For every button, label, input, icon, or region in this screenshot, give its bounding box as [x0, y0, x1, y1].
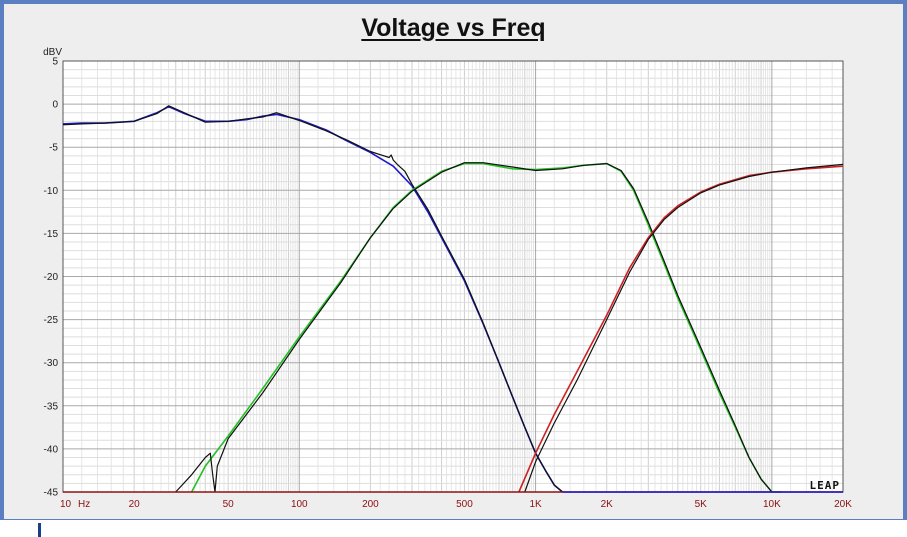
chart-title: Voltage vs Freq [0, 14, 907, 43]
y-tick-label: -45 [44, 488, 59, 499]
x-axis-ticks: 10 20 50 100 200 500 1K 2K 5K 10K 20K [60, 499, 852, 510]
series-line-1 [63, 105, 563, 493]
x-axis-unit: Hz [78, 499, 90, 510]
y-tick-label: 0 [52, 100, 58, 111]
y-tick-label: -15 [44, 229, 59, 240]
x-tick-label: 5K [695, 499, 708, 510]
y-tick-label: -30 [44, 358, 59, 369]
x-tick-label: 20 [129, 499, 141, 510]
y-tick-label: -25 [44, 315, 59, 326]
y-tick-label: 5 [52, 57, 58, 68]
grid-major [63, 60, 843, 493]
y-axis-ticks: 5 0 -5 -10 -15 -20 -25 -30 -35 -40 -45 [44, 57, 59, 499]
series-layer [63, 105, 843, 493]
series-line-3 [175, 162, 773, 493]
y-tick-label: -5 [49, 143, 58, 154]
y-axis-label: dBV [43, 47, 62, 58]
x-tick-label: 500 [456, 499, 473, 510]
y-tick-label: -10 [44, 186, 59, 197]
x-tick-label: 100 [291, 499, 308, 510]
x-tick-label: 20K [834, 499, 852, 510]
y-tick-label: -40 [44, 444, 59, 455]
chart-title-text: Voltage vs Freq [361, 14, 546, 42]
series-line-2 [190, 162, 782, 493]
leap-logo: LEAP [810, 479, 841, 492]
y-tick-label: -35 [44, 401, 59, 412]
x-tick-label: 1K [529, 499, 542, 510]
x-tick-label: 10K [763, 499, 781, 510]
x-tick-label: 200 [362, 499, 379, 510]
frame-notch [38, 523, 41, 537]
frame-bottom-band [0, 520, 907, 537]
x-tick-label: 50 [223, 499, 235, 510]
y-tick-label: -20 [44, 272, 59, 283]
x-tick-label: 2K [601, 499, 614, 510]
series-line-5 [524, 163, 843, 493]
x-tick-label: 10 [60, 499, 72, 510]
